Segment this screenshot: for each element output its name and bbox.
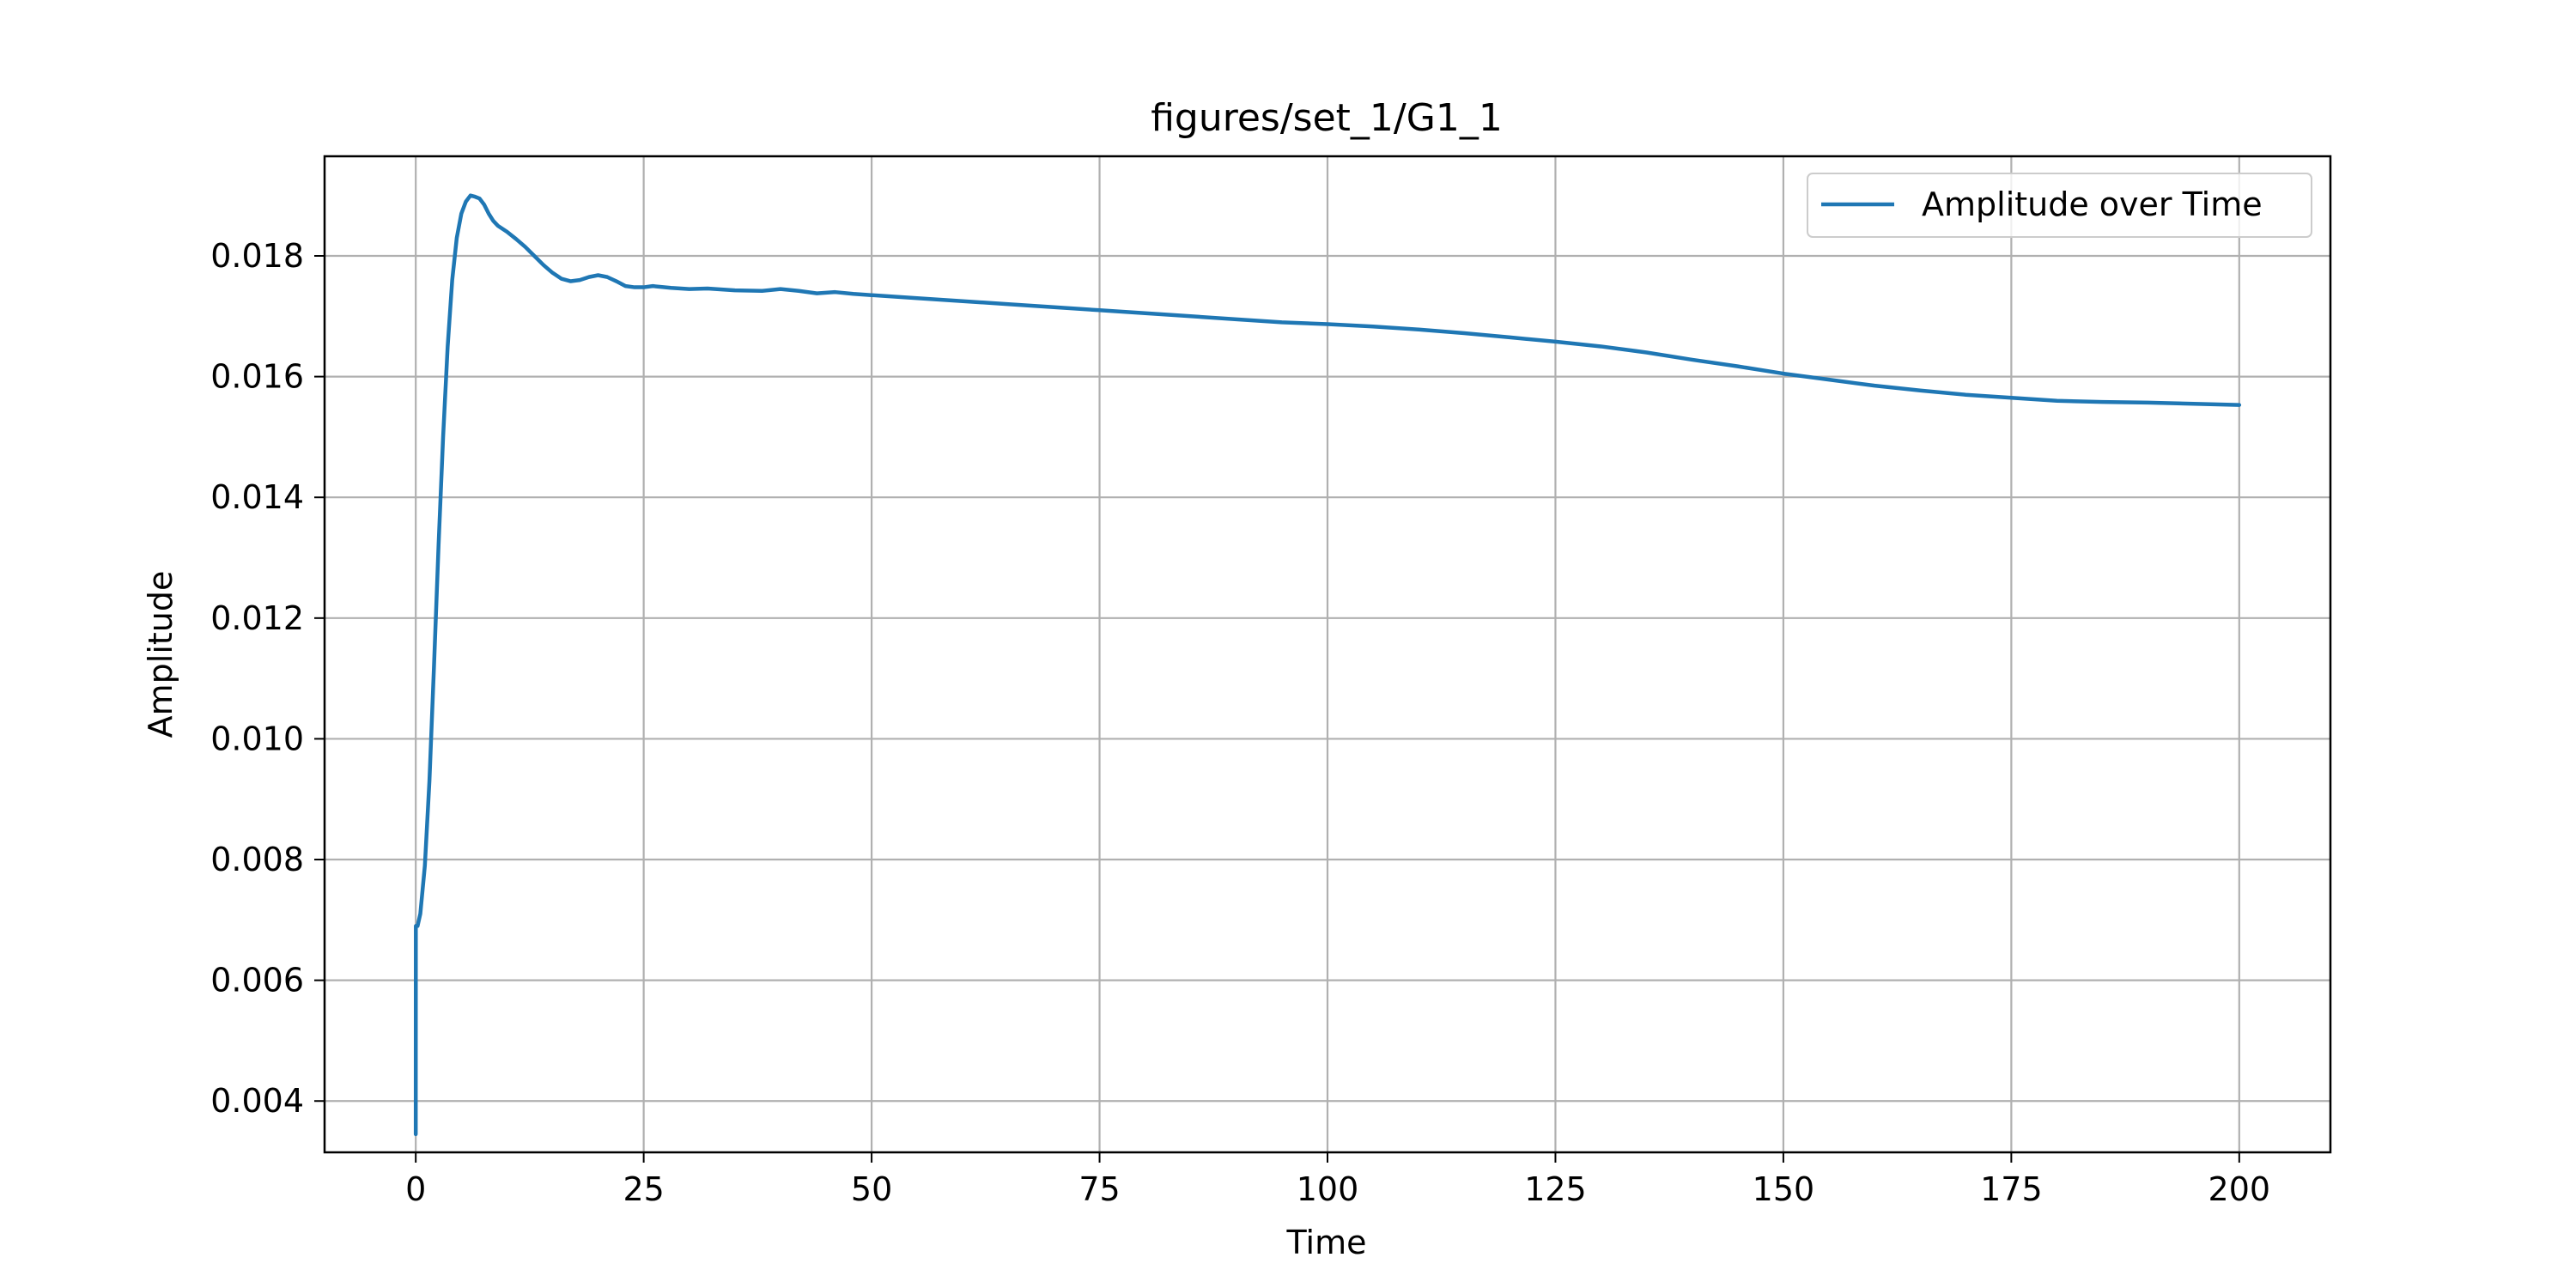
x-tick-label: 25 [623,1170,664,1208]
x-tick-label: 100 [1297,1170,1359,1208]
y-tick-label: 0.012 [210,599,304,637]
legend-entry: Amplitude over Time [1922,185,2263,223]
y-tick-label: 0.014 [210,478,304,516]
legend-box [1807,173,2312,238]
y-axis: 0.004 0.006 0.008 0.010 0.012 0.014 0.016 0.018 [210,237,325,1120]
grid-layer [325,156,2330,1152]
chart-title: figures/set_1/G1_1 [1151,96,1503,140]
x-axis: 0 25 50 75 100 125 150 175 200 [405,1152,2270,1208]
y-tick-label: 0.008 [210,841,304,878]
x-tick-label: 200 [2208,1170,2271,1208]
y-tick-label: 0.018 [210,237,304,275]
x-tick-label: 175 [1980,1170,2043,1208]
y-axis-label: Amplitude [142,571,179,738]
y-tick-label: 0.016 [210,358,304,396]
y-tick-label: 0.010 [210,720,304,757]
x-tick-label: 150 [1753,1170,1815,1208]
x-tick-label: 125 [1524,1170,1587,1208]
x-tick-label: 0 [405,1170,426,1208]
y-tick-label: 0.006 [210,962,304,999]
x-tick-label: 75 [1078,1170,1120,1208]
series-layer [413,193,2242,1137]
y-tick-label: 0.004 [210,1082,304,1120]
legend: Amplitude over Time [1807,173,2312,238]
x-axis-label: Time [1286,1224,1367,1261]
series-line [413,193,2242,1137]
x-tick-label: 50 [851,1170,892,1208]
